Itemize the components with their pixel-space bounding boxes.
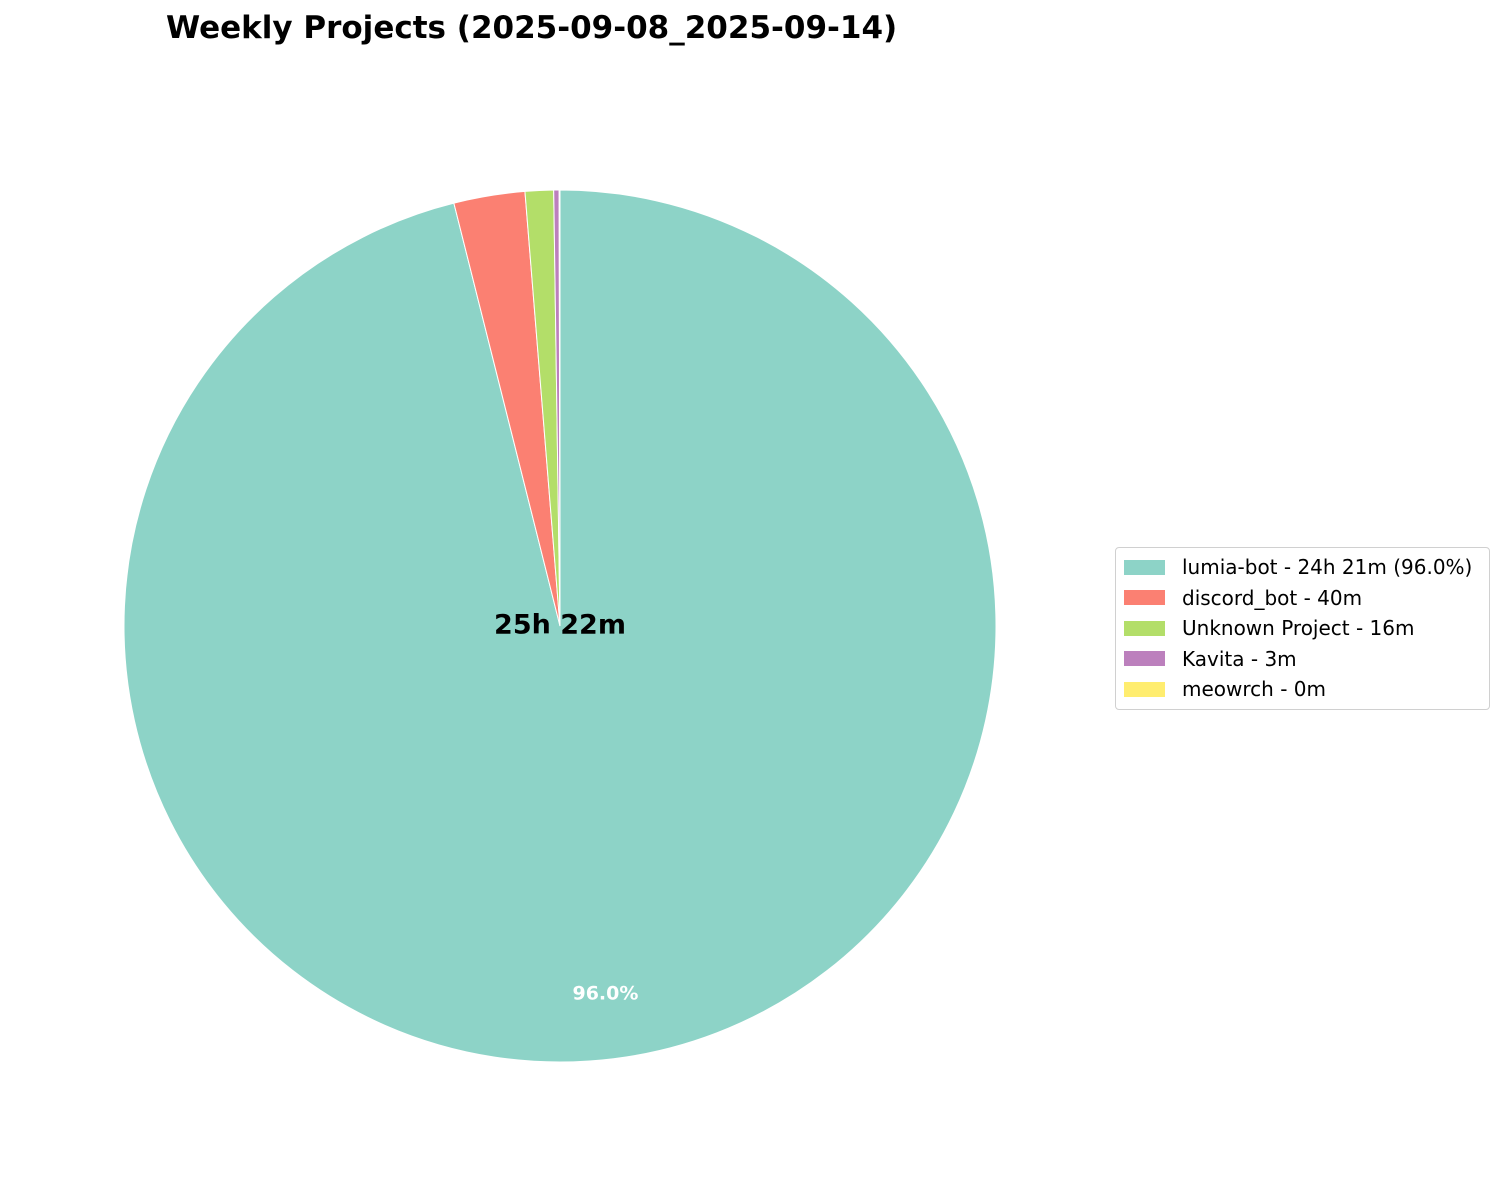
pie-slices <box>123 189 997 1063</box>
legend-label: meowrch - 0m <box>1182 677 1326 702</box>
legend-swatch <box>1124 681 1165 697</box>
legend-item: discord_bot - 40m <box>1116 583 1489 614</box>
legend-label: discord_bot - 40m <box>1182 585 1363 610</box>
chart-title: Weekly Projects (2025-09-08_2025-09-14) <box>166 10 898 46</box>
center-total-label: 25h 22m <box>494 610 626 641</box>
legend-item: Unknown Project - 16m <box>1116 613 1489 644</box>
legend-swatch <box>1124 620 1165 636</box>
slice-percent-label: 96.0% <box>572 982 638 1004</box>
legend-swatch <box>1124 590 1165 606</box>
legend-item: Kavita - 3m <box>1116 644 1489 675</box>
legend: lumia-bot - 24h 21m (96.0%) discord_bot -… <box>1115 547 1490 710</box>
pie-slice-meowrch <box>558 189 561 627</box>
legend-swatch <box>1124 559 1165 575</box>
legend-item: meowrch - 0m <box>1116 674 1489 705</box>
slice-labels: 96.0% <box>572 982 638 1004</box>
legend-swatch <box>1124 651 1165 667</box>
legend-label: Unknown Project - 16m <box>1182 616 1415 641</box>
legend-label: Kavita - 3m <box>1182 646 1297 671</box>
legend-label: lumia-bot - 24h 21m (96.0%) <box>1182 555 1473 580</box>
legend-item: lumia-bot - 24h 21m (96.0%) <box>1116 552 1489 583</box>
